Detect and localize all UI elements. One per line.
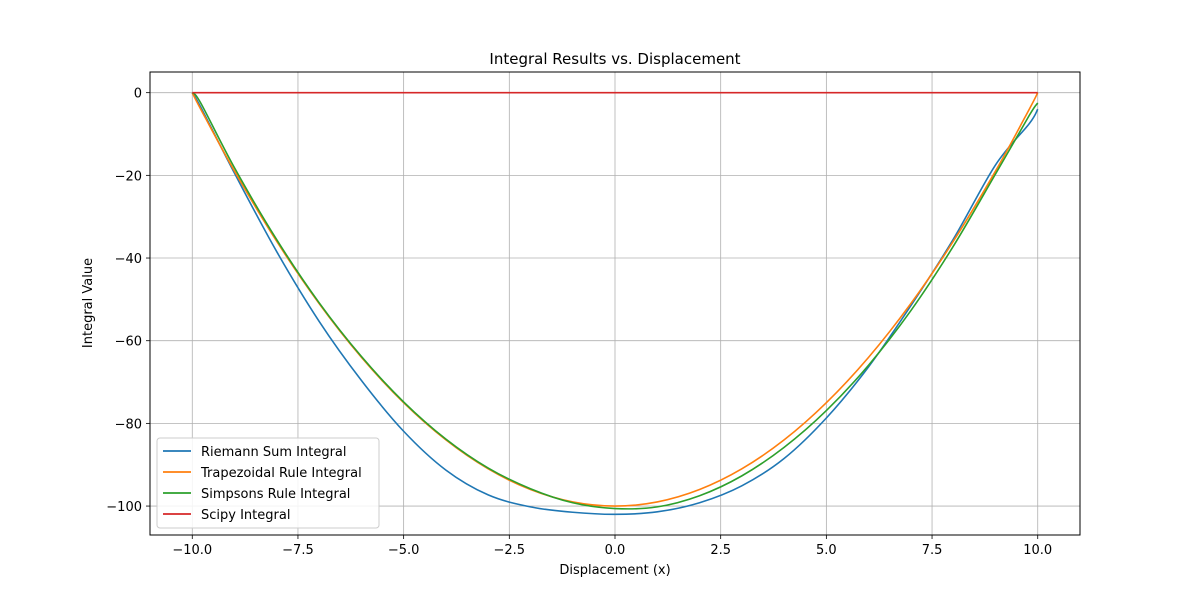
y-tick-label: 0 <box>134 87 142 102</box>
series-line-simpsons-rule-integral <box>191 92 1039 510</box>
legend-box <box>156 437 380 529</box>
y-tick-label: −20 <box>115 169 142 184</box>
series-lines <box>191 91 1039 516</box>
x-tick-label: −7.5 <box>282 543 314 558</box>
x-axis-title: Displacement (x) <box>559 563 670 578</box>
legend-label-trapezoidal-rule-integral: Trapezoidal Rule Integral <box>200 466 362 481</box>
legend-label-riemann-sum-integral: Riemann Sum Integral <box>201 445 347 460</box>
legend-label-scipy-integral: Scipy Integral <box>201 508 290 523</box>
x-tick-label: 2.5 <box>710 543 731 558</box>
x-tick-label: 0.0 <box>605 543 626 558</box>
y-tick-label: −40 <box>115 252 142 267</box>
y-tick-label: −100 <box>106 500 142 515</box>
x-tick-label: −10.0 <box>172 543 212 558</box>
axis-ticks: −10.0 −7.5 −5.0 −2.5 0.0 2.5 5.0 7.5 10.0 0 −20 −40… <box>106 87 1052 558</box>
x-tick-label: −2.5 <box>494 543 526 558</box>
legend: Riemann Sum Integral Trapezoidal Rule Int… <box>156 437 380 529</box>
x-tick-label: −5.0 <box>388 543 420 558</box>
legend-label-simpsons-rule-integral: Simpsons Rule Integral <box>201 487 350 502</box>
y-tick-label: −80 <box>115 417 142 432</box>
x-tick-label: 7.5 <box>922 543 943 558</box>
chart-title: Integral Results vs. Displacement <box>489 50 740 68</box>
x-tick-label: 10.0 <box>1023 543 1052 558</box>
x-tick-label: 5.0 <box>816 543 837 558</box>
y-tick-label: −60 <box>115 335 142 350</box>
y-axis-title: Integral Value <box>81 258 96 348</box>
